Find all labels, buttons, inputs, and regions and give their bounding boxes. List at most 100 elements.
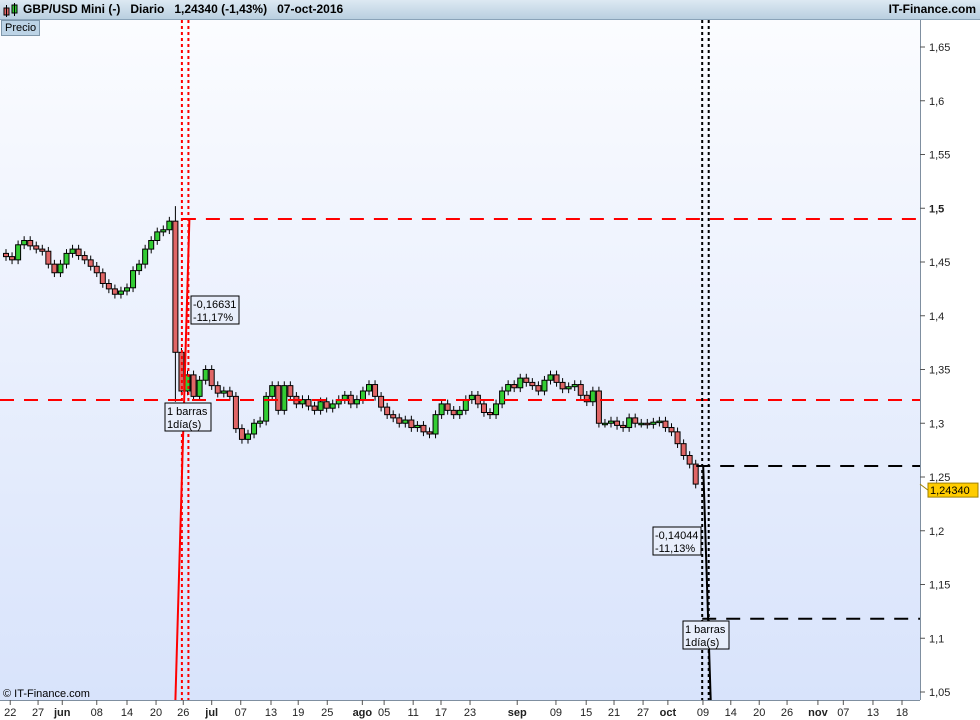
candle-down: [595, 390, 602, 424]
candle-down: [81, 255, 88, 261]
bar-count: 1 barras: [685, 624, 726, 636]
y-tick-label: 1,35: [929, 365, 950, 377]
x-tick-label: 09: [697, 707, 709, 719]
change-value: -0,14044: [655, 530, 698, 542]
candle-down: [390, 414, 397, 419]
candle-down: [287, 385, 294, 397]
brand-link[interactable]: IT-Finance.com: [888, 2, 976, 16]
candle-up: [359, 390, 366, 401]
y-tick-label: 1,6: [929, 96, 944, 108]
bar-count: 1 barras: [167, 406, 208, 418]
candle-up: [220, 390, 227, 394]
label-box: [682, 620, 730, 650]
x-tick-label: 19: [292, 707, 304, 719]
candle-down: [674, 431, 681, 445]
candle-down: [408, 419, 415, 429]
candle-down: [450, 409, 457, 416]
y-tick-label: 1,4: [929, 311, 944, 323]
candle-up: [601, 422, 608, 426]
x-tick-label: 23: [464, 707, 476, 719]
candle-down: [232, 395, 239, 430]
plot-area: [0, 20, 920, 700]
x-tick-label: 09: [550, 707, 562, 719]
x-tick-label: 25: [321, 707, 333, 719]
candle-up: [493, 403, 500, 416]
candle-down: [632, 417, 639, 424]
x-tick-label: 14: [121, 707, 133, 719]
change-percent: -11,13%: [655, 543, 695, 555]
last-price-pointer: [919, 483, 929, 491]
candle-down: [105, 283, 112, 290]
candle-up: [650, 421, 657, 425]
candle-up: [341, 394, 348, 401]
x-tick-label: jul: [204, 707, 218, 719]
last-price-tag: [927, 482, 979, 498]
candle-up: [366, 384, 372, 392]
x-tick-label: nov: [808, 707, 828, 719]
panel-label[interactable]: Precio: [1, 20, 41, 36]
x-tick-label: 05: [378, 707, 390, 719]
candle-up: [638, 422, 645, 426]
day-count: 1día(s): [685, 637, 719, 649]
x-tick-label: oct: [660, 707, 677, 719]
y-tick-label: 1,15: [929, 580, 950, 592]
candle-up: [15, 244, 22, 261]
candle-down: [33, 245, 40, 250]
candle-up: [547, 374, 554, 381]
y-tick-label: 1,05: [929, 687, 950, 699]
y-tick-label: 1,3: [929, 418, 944, 430]
candle-down: [680, 443, 687, 456]
candle-up: [353, 399, 360, 405]
y-tick-label: 1,1: [929, 633, 944, 645]
label-box: [190, 295, 240, 325]
candle-down: [420, 424, 427, 433]
candle-up: [269, 385, 276, 397]
candle-down: [384, 406, 391, 416]
candle-down: [620, 424, 627, 429]
candle-up: [589, 390, 596, 403]
candle-up: [462, 399, 469, 411]
candle-down: [305, 399, 312, 407]
candle-down: [487, 412, 493, 416]
candle-down: [583, 394, 590, 403]
candle-down: [378, 395, 385, 408]
candle-up: [456, 409, 463, 416]
candle-up: [257, 420, 264, 424]
y-tick-label: 1,5: [929, 203, 944, 215]
label-box: [652, 526, 702, 556]
candle-up: [142, 248, 149, 265]
candle-up: [63, 252, 70, 265]
x-tick-label: sep: [508, 707, 527, 719]
candle-down: [668, 427, 675, 433]
x-tick-label: 26: [177, 707, 189, 719]
candle-up: [499, 390, 506, 405]
candle-down: [190, 374, 197, 397]
y-axis-area: [920, 20, 980, 700]
candle-down: [75, 248, 82, 257]
candlestick-logo-icon: [3, 3, 18, 17]
change-label: -0,14044-11,13%: [652, 526, 702, 556]
candle-up: [281, 385, 288, 411]
candle-up: [196, 379, 203, 397]
candle-down: [27, 240, 34, 247]
candle-up: [117, 290, 124, 295]
candle-up: [608, 420, 614, 424]
x-tick-label: 11: [407, 707, 418, 719]
change-percent: -11,17%: [193, 312, 233, 324]
candle-down: [474, 394, 481, 405]
candle-down: [614, 420, 621, 426]
candle-up: [69, 248, 76, 254]
candle-down: [226, 390, 233, 397]
candle-down: [662, 420, 669, 429]
candle-down: [311, 405, 318, 411]
candle-down: [692, 463, 699, 485]
x-tick-label: 13: [265, 707, 277, 719]
y-tick-label: 1,25: [929, 472, 950, 484]
candle-up: [57, 263, 64, 274]
candle-down: [644, 422, 651, 426]
x-tick-label: 27: [637, 707, 649, 719]
x-tick-label: ago: [353, 707, 373, 719]
